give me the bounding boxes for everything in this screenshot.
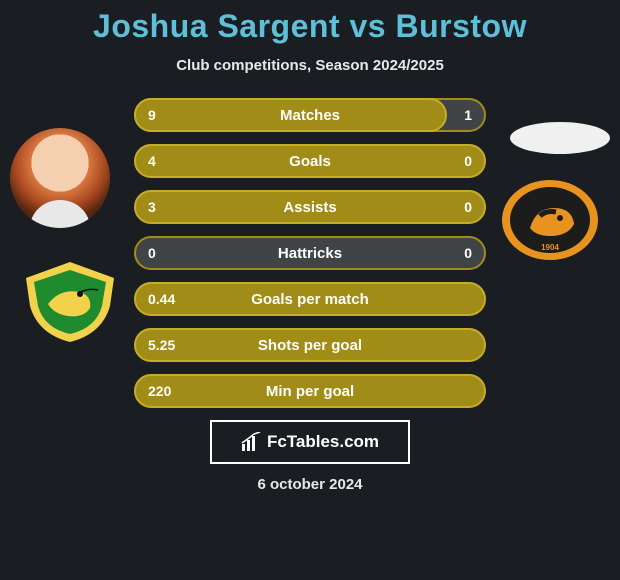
stat-value-right: 0 bbox=[464, 199, 472, 215]
stat-row: 5.25 Shots per goal bbox=[134, 328, 486, 362]
stat-label: Assists bbox=[283, 199, 336, 216]
stats-table: 9 Matches 1 4 Goals 0 3 Assists 0 0 Hattricks 0 0.44… bbox=[134, 98, 486, 408]
stat-label: Goals per match bbox=[251, 291, 369, 308]
stat-value-left: 3 bbox=[148, 199, 156, 215]
fctables-label: FcTables.com bbox=[267, 432, 379, 452]
stat-value-left: 5.25 bbox=[148, 337, 175, 353]
stat-row: 220 Min per goal bbox=[134, 374, 486, 408]
stat-value-right: 0 bbox=[464, 153, 472, 169]
stat-value-left: 9 bbox=[148, 107, 156, 123]
date-label: 6 october 2024 bbox=[0, 476, 620, 493]
stat-label: Min per goal bbox=[266, 383, 354, 400]
club-crest-left bbox=[20, 260, 120, 344]
crest-right-icon: 1904 bbox=[500, 178, 600, 262]
player-left-avatar bbox=[10, 128, 110, 228]
stat-value-left: 0 bbox=[148, 245, 156, 261]
stat-value-left: 220 bbox=[148, 383, 171, 399]
stat-row: 0 Hattricks 0 bbox=[134, 236, 486, 270]
stat-label: Matches bbox=[280, 107, 340, 124]
fctables-badge: FcTables.com bbox=[210, 420, 410, 464]
stat-row: 4 Goals 0 bbox=[134, 144, 486, 178]
stat-label: Shots per goal bbox=[258, 337, 362, 354]
stat-value-left: 4 bbox=[148, 153, 156, 169]
svg-text:1904: 1904 bbox=[541, 243, 559, 252]
player-right-avatar bbox=[510, 122, 610, 154]
stat-value-left: 0.44 bbox=[148, 291, 175, 307]
crest-left-icon bbox=[20, 260, 120, 344]
comparison-card: Joshua Sargent vs Burstow Club competiti… bbox=[0, 0, 620, 580]
chart-icon bbox=[241, 432, 261, 452]
stat-row: 9 Matches 1 bbox=[134, 98, 486, 132]
club-crest-right: 1904 bbox=[500, 178, 600, 262]
stat-label: Hattricks bbox=[278, 245, 342, 262]
page-title: Joshua Sargent vs Burstow bbox=[0, 8, 620, 45]
stat-label: Goals bbox=[289, 153, 331, 170]
stat-row: 0.44 Goals per match bbox=[134, 282, 486, 316]
subtitle: Club competitions, Season 2024/2025 bbox=[0, 57, 620, 74]
stat-row: 3 Assists 0 bbox=[134, 190, 486, 224]
stat-value-right: 1 bbox=[464, 107, 472, 123]
stat-value-right: 0 bbox=[464, 245, 472, 261]
